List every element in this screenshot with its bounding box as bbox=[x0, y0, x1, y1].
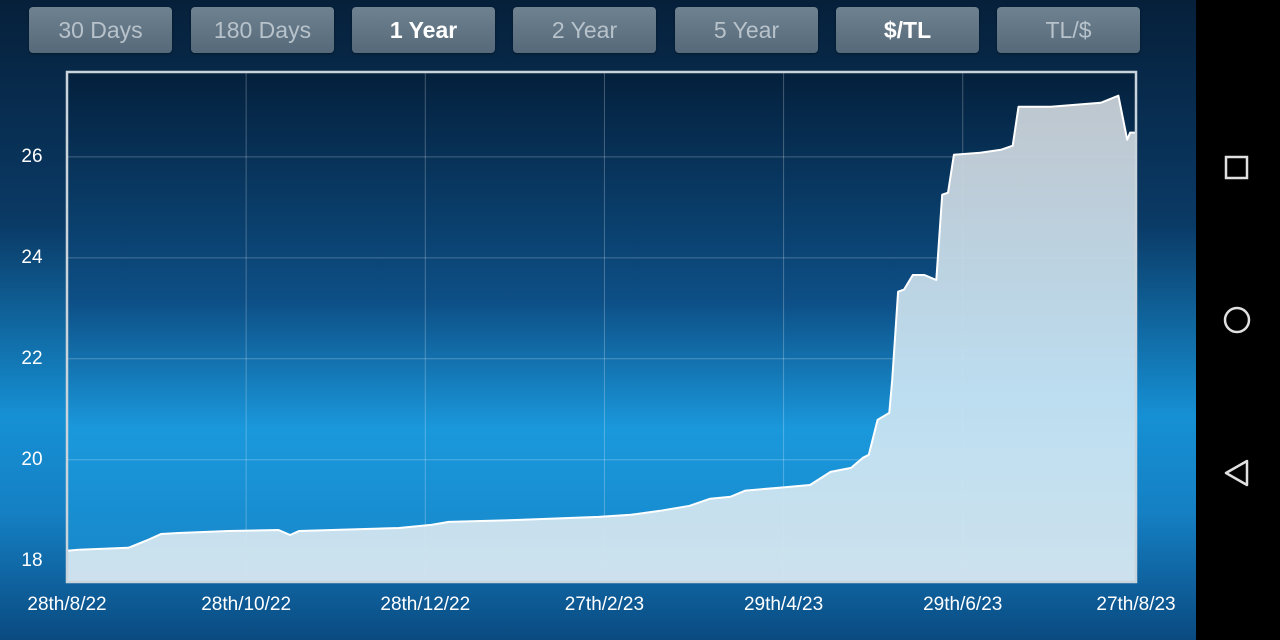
x-tick-label: 29th/6/23 bbox=[923, 594, 1002, 615]
home-button[interactable] bbox=[1223, 306, 1251, 334]
plot-frame bbox=[65, 70, 1138, 584]
navigation-bar bbox=[1196, 0, 1280, 640]
y-tick-label: 18 bbox=[21, 550, 42, 571]
recents-button[interactable] bbox=[1224, 155, 1249, 180]
y-tick-label: 20 bbox=[21, 449, 42, 470]
nav-icons bbox=[1223, 155, 1251, 487]
x-tick-label: 28th/12/22 bbox=[380, 594, 470, 615]
x-tick-label: 27th/2/23 bbox=[565, 594, 644, 615]
range-button[interactable]: $/TL bbox=[836, 7, 979, 53]
area-fill bbox=[67, 95, 1136, 582]
x-tick-label: 28th/10/22 bbox=[201, 594, 291, 615]
area-line bbox=[66, 94, 1136, 552]
back-button[interactable] bbox=[1224, 459, 1249, 487]
range-button[interactable]: TL/$ bbox=[997, 7, 1140, 53]
x-tick-label: 29th/4/23 bbox=[744, 594, 823, 615]
range-button[interactable]: 180 Days bbox=[191, 7, 334, 53]
range-button[interactable]: 30 Days bbox=[29, 7, 172, 53]
x-tick-label: 28th/8/22 bbox=[27, 594, 106, 615]
range-button[interactable]: 2 Year bbox=[513, 7, 656, 53]
y-tick-label: 26 bbox=[21, 146, 42, 167]
x-tick-label: 27th/8/23 bbox=[1096, 594, 1175, 615]
range-button[interactable]: 5 Year bbox=[675, 7, 818, 53]
chart: 18 20 22 24 26 28th/8/22 28th/10/22 28th/12/22 2… bbox=[21, 70, 1175, 615]
y-tick-label: 22 bbox=[21, 348, 42, 369]
y-tick-label: 24 bbox=[21, 247, 43, 268]
range-button[interactable]: 1 Year bbox=[352, 7, 495, 53]
